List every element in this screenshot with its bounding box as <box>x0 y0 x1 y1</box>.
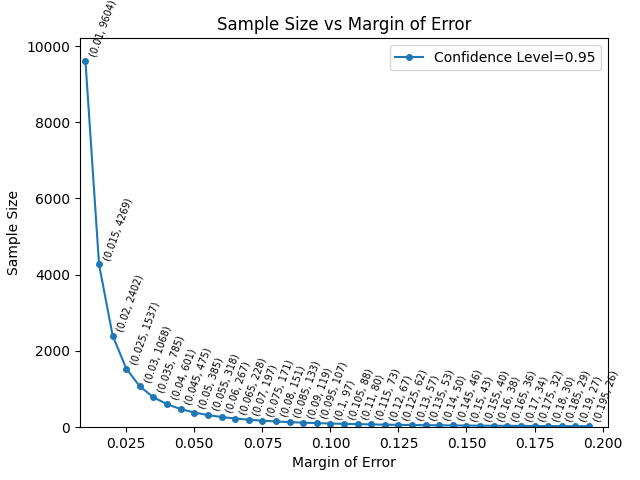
Text: (0.11, 80): (0.11, 80) <box>360 373 386 421</box>
Confidence Level=0.95 <box>463 423 470 429</box>
Text: (0.01, 9604): (0.01, 9604) <box>88 0 118 59</box>
Title: Sample Size vs Margin of Error: Sample Size vs Margin of Error <box>217 16 471 34</box>
Confidence Level=0.95 <box>245 417 253 422</box>
Text: (0.07, 197): (0.07, 197) <box>252 363 279 417</box>
Text: (0.115, 73): (0.115, 73) <box>374 368 402 421</box>
Text: (0.125, 62): (0.125, 62) <box>401 368 429 422</box>
Confidence Level=0.95 <box>476 423 484 429</box>
Confidence Level=0.95 <box>504 423 511 429</box>
Confidence Level=0.95 <box>82 58 90 64</box>
Confidence Level=0.95 <box>381 422 388 428</box>
Confidence Level=0.95 <box>585 423 593 429</box>
Confidence Level=0.95 <box>95 262 103 267</box>
Text: (0.15, 43): (0.15, 43) <box>469 374 495 423</box>
Y-axis label: Sample Size: Sample Size <box>7 190 21 276</box>
Confidence Level=0.95 <box>177 406 184 412</box>
Text: (0.06, 267): (0.06, 267) <box>224 360 252 414</box>
Text: (0.16, 38): (0.16, 38) <box>497 375 522 423</box>
Text: (0.165, 36): (0.165, 36) <box>510 369 538 423</box>
Text: (0.075, 171): (0.075, 171) <box>265 358 295 418</box>
Text: (0.12, 67): (0.12, 67) <box>388 373 413 422</box>
Confidence Level=0.95 <box>218 414 225 420</box>
Confidence Level=0.95 <box>395 422 403 428</box>
Confidence Level=0.95 <box>408 422 416 428</box>
Text: (0.145, 46): (0.145, 46) <box>456 369 483 423</box>
Confidence Level=0.95 <box>367 421 375 427</box>
Text: (0.065, 228): (0.065, 228) <box>238 356 268 416</box>
Text: (0.055, 318): (0.055, 318) <box>211 352 241 412</box>
Text: (0.18, 30): (0.18, 30) <box>551 375 577 423</box>
Confidence Level=0.95 <box>259 418 266 423</box>
Text: (0.13, 57): (0.13, 57) <box>415 374 440 422</box>
Text: (0.195, 26): (0.195, 26) <box>592 370 620 423</box>
Confidence Level=0.95 <box>558 423 566 429</box>
Text: (0.14, 50): (0.14, 50) <box>442 374 468 422</box>
Confidence Level=0.95 <box>340 421 348 427</box>
Text: (0.04, 601): (0.04, 601) <box>170 348 198 401</box>
Text: (0.015, 4269): (0.015, 4269) <box>102 196 134 262</box>
Confidence Level=0.95 <box>435 422 443 428</box>
X-axis label: Margin of Error: Margin of Error <box>292 456 396 470</box>
Legend: Confidence Level=0.95: Confidence Level=0.95 <box>390 45 601 71</box>
Confidence Level=0.95 <box>204 412 212 418</box>
Confidence Level=0.95 <box>300 420 307 426</box>
Confidence Level=0.95 <box>313 420 321 426</box>
Confidence Level=0.95 <box>191 409 198 415</box>
Text: (0.185, 29): (0.185, 29) <box>564 369 593 423</box>
Text: (0.05, 385): (0.05, 385) <box>197 356 225 410</box>
Confidence Level=0.95 <box>163 401 171 407</box>
Confidence Level=0.95 <box>326 420 334 426</box>
Confidence Level=0.95 <box>150 395 157 400</box>
Text: (0.17, 34): (0.17, 34) <box>524 375 549 423</box>
Confidence Level=0.95 <box>572 423 579 429</box>
Confidence Level=0.95 <box>231 416 239 421</box>
Text: (0.045, 475): (0.045, 475) <box>184 347 213 406</box>
Confidence Level=0.95 <box>490 423 497 429</box>
Text: (0.175, 32): (0.175, 32) <box>538 369 565 423</box>
Text: (0.02, 2402): (0.02, 2402) <box>115 273 145 333</box>
Text: (0.035, 785): (0.035, 785) <box>156 335 186 395</box>
Confidence Level=0.95 <box>122 366 130 372</box>
Confidence Level=0.95 <box>531 423 538 429</box>
Text: (0.105, 88): (0.105, 88) <box>347 367 374 421</box>
Text: (0.19, 27): (0.19, 27) <box>578 375 604 423</box>
Confidence Level=0.95 <box>136 384 144 389</box>
Text: (0.155, 40): (0.155, 40) <box>483 369 511 423</box>
Confidence Level=0.95 <box>354 421 362 427</box>
Text: (0.03, 1068): (0.03, 1068) <box>143 324 173 384</box>
Text: (0.08, 151): (0.08, 151) <box>279 365 307 419</box>
Confidence Level=0.95 <box>285 419 293 425</box>
Text: (0.095, 107): (0.095, 107) <box>319 360 349 420</box>
Text: (0.085, 133): (0.085, 133) <box>292 360 322 420</box>
Confidence Level=0.95 <box>422 422 429 428</box>
Confidence Level=0.95 <box>272 419 280 424</box>
Line: Confidence Level=0.95: Confidence Level=0.95 <box>83 59 592 429</box>
Text: (0.09, 119): (0.09, 119) <box>306 366 333 420</box>
Text: (0.025, 1537): (0.025, 1537) <box>129 300 161 366</box>
Confidence Level=0.95 <box>544 423 552 429</box>
Confidence Level=0.95 <box>109 333 116 338</box>
Text: (0.1, 97): (0.1, 97) <box>333 378 356 421</box>
Confidence Level=0.95 <box>517 423 525 429</box>
Confidence Level=0.95 <box>449 422 457 428</box>
Text: (0.135, 53): (0.135, 53) <box>428 368 456 422</box>
